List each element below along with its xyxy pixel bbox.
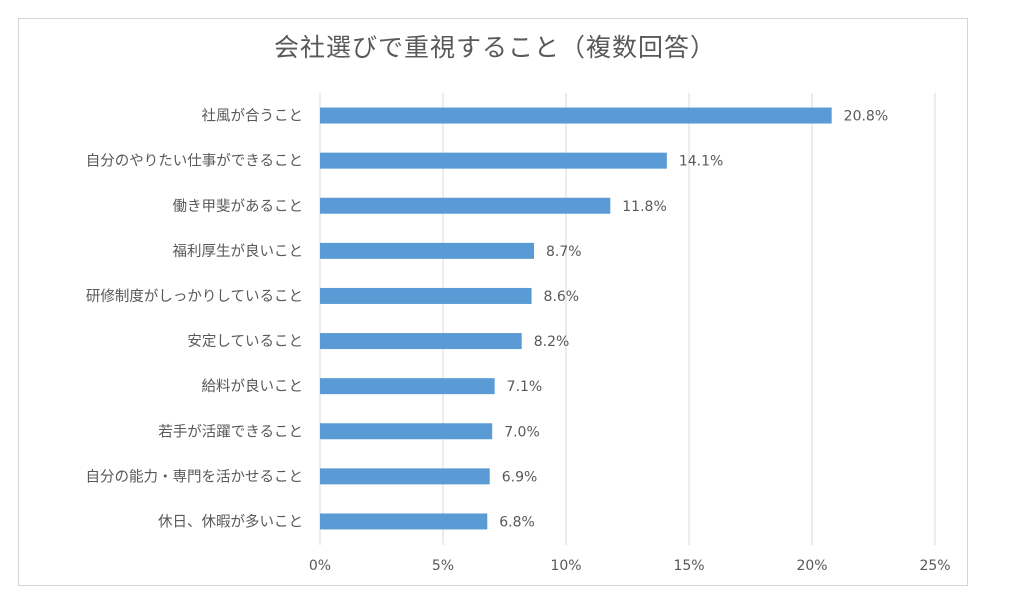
bar <box>320 333 522 350</box>
category-label: 研修制度がしっかりしていること <box>86 288 303 305</box>
bar <box>320 107 832 124</box>
category-label: 安定していること <box>187 333 303 350</box>
bars <box>320 107 832 530</box>
category-label: 休日、休暇が多いこと <box>158 513 303 530</box>
bar <box>320 423 493 440</box>
bar <box>320 287 532 304</box>
x-tick-label: 0% <box>309 558 331 574</box>
category-label: 働き甲斐があること <box>173 198 304 215</box>
x-tick-label: 5% <box>432 558 454 574</box>
category-label: 給料が良いこと <box>202 378 304 395</box>
bar <box>320 197 611 214</box>
category-label: 自分の能力・専門を活かせること <box>86 468 304 485</box>
data-label: 6.8% <box>499 514 535 530</box>
data-label: 7.1% <box>507 379 543 395</box>
bar <box>320 468 490 485</box>
data-label: 6.9% <box>502 469 538 485</box>
data-label: 20.8% <box>844 109 888 125</box>
bar <box>320 378 495 395</box>
category-label: 自分のやりたい仕事ができること <box>86 153 303 170</box>
chart-title: 会社選びで重視すること（複数回答） <box>273 33 716 62</box>
x-tick-label: 10% <box>550 558 581 574</box>
data-label: 7.0% <box>504 424 540 440</box>
x-tick-label: 15% <box>673 558 704 574</box>
labels: 0% 5% 10% 15% 20% 25% 社風が合うこと 20.8% 自分のやりたい仕事ができ… <box>86 108 951 574</box>
bar <box>320 242 535 259</box>
data-label: 11.8% <box>622 199 666 215</box>
category-label: 社風が合うこと <box>202 108 304 125</box>
data-label: 8.2% <box>534 334 570 350</box>
data-label: 8.7% <box>546 244 582 260</box>
data-label: 14.1% <box>679 154 723 170</box>
x-tick-label: 20% <box>796 558 827 574</box>
category-label: 若手が活躍できること <box>158 423 303 440</box>
category-label: 福利厚生が良いこと <box>173 243 304 260</box>
bar <box>320 513 488 530</box>
bar <box>320 152 667 169</box>
data-label: 8.6% <box>544 289 580 305</box>
x-tick-label: 25% <box>919 558 950 574</box>
